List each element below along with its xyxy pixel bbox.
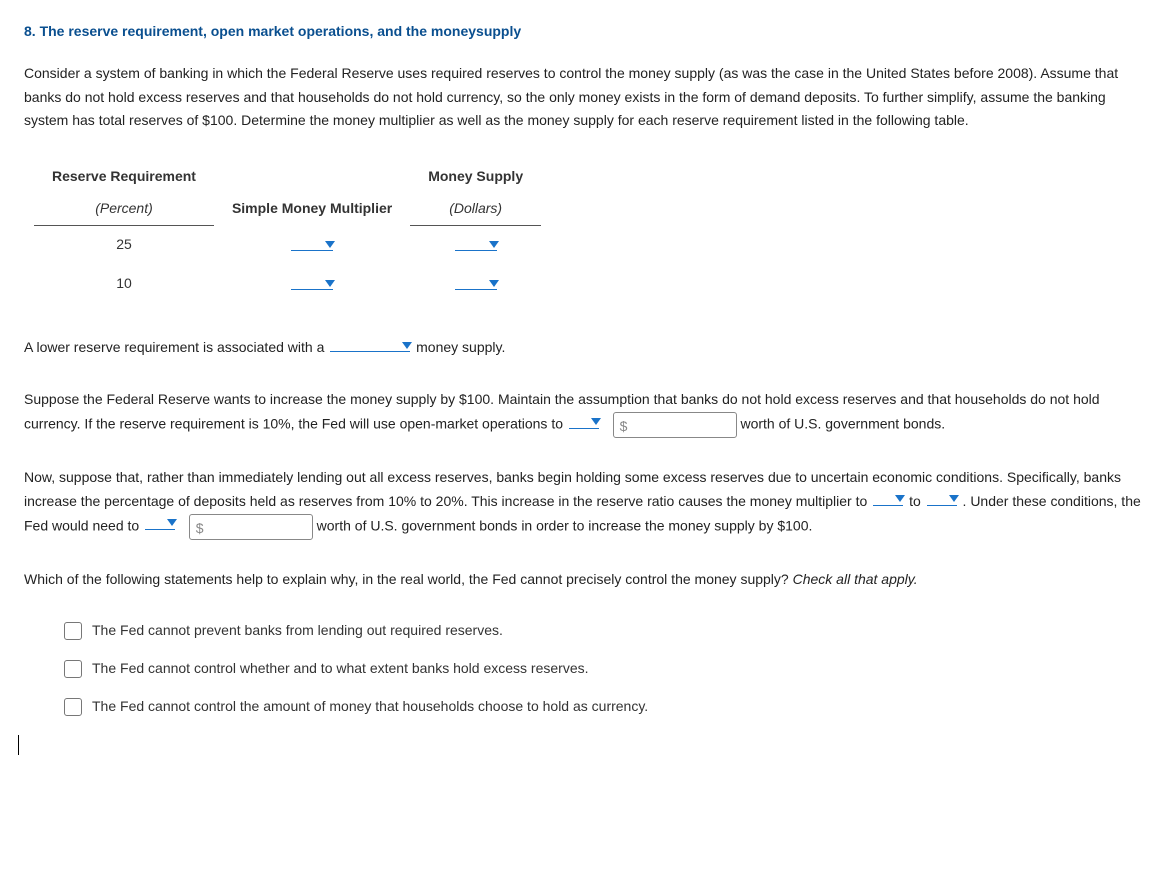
option-1-label: The Fed cannot prevent banks from lendin… [92, 619, 503, 643]
row2-percent: 10 [34, 265, 214, 304]
chevron-down-icon [949, 495, 959, 502]
p4-to: to [909, 493, 925, 509]
intro-paragraph: Consider a system of banking in which th… [24, 62, 1144, 133]
p4-t1: Now, suppose that, rather than immediate… [24, 469, 1121, 509]
text-cursor [18, 735, 19, 755]
p5-question: Which of the following statements help t… [24, 571, 793, 587]
paragraph-2: A lower reserve requirement is associate… [24, 333, 1144, 360]
row1-multiplier-dropdown[interactable] [291, 232, 333, 251]
row1-percent: 25 [34, 225, 214, 264]
p2-dropdown[interactable] [330, 333, 410, 352]
checkbox-row-1[interactable]: The Fed cannot prevent banks from lendin… [64, 619, 1144, 643]
row1-supply-dropdown[interactable] [455, 232, 497, 251]
p4-amount-input[interactable]: $ [189, 514, 313, 540]
p4-direction-dropdown[interactable] [873, 505, 903, 506]
p3-t2: worth of U.S. government bonds. [740, 416, 945, 432]
row2-multiplier-dropdown[interactable] [291, 271, 333, 290]
col3-header: Money Supply [410, 161, 541, 193]
chevron-down-icon [167, 519, 177, 526]
chevron-down-icon [895, 495, 905, 502]
p2-pre: A lower reserve requirement is associate… [24, 339, 328, 355]
paragraph-4: Now, suppose that, rather than immediate… [24, 466, 1144, 540]
p3-amount-input[interactable]: $ [613, 412, 737, 438]
chevron-down-icon [325, 241, 335, 248]
paragraph-3: Suppose the Federal Reserve wants to inc… [24, 388, 1144, 438]
reserve-table: Reserve Requirement Simple Money Multipl… [34, 161, 541, 303]
option-2-label: The Fed cannot control whether and to wh… [92, 657, 589, 681]
question-title: 8. The reserve requirement, open market … [24, 20, 1144, 44]
chevron-down-icon [402, 342, 412, 349]
chevron-down-icon [489, 280, 499, 287]
col1-subheader: (Percent) [34, 193, 214, 225]
chevron-down-icon [591, 418, 601, 425]
chevron-down-icon [489, 241, 499, 248]
checkbox-1[interactable] [64, 622, 82, 640]
paragraph-5: Which of the following statements help t… [24, 568, 1144, 592]
col3-subheader: (Dollars) [410, 193, 541, 225]
p4-action-dropdown[interactable] [145, 529, 175, 530]
col1-header: Reserve Requirement [34, 161, 214, 193]
option-3-label: The Fed cannot control the amount of mon… [92, 695, 648, 719]
chevron-down-icon [325, 280, 335, 287]
p5-hint: Check all that apply. [793, 571, 918, 587]
checkbox-2[interactable] [64, 660, 82, 678]
checkbox-row-2[interactable]: The Fed cannot control whether and to wh… [64, 657, 1144, 681]
p3-action-dropdown[interactable] [569, 428, 599, 429]
p4-value-dropdown[interactable] [927, 505, 957, 506]
col2-header: Simple Money Multiplier [214, 161, 410, 225]
p2-post: money supply. [416, 339, 505, 355]
checkbox-3[interactable] [64, 698, 82, 716]
p4-t3: worth of U.S. government bonds in order … [317, 517, 813, 533]
row2-supply-dropdown[interactable] [455, 271, 497, 290]
checkbox-row-3[interactable]: The Fed cannot control the amount of mon… [64, 695, 1144, 719]
